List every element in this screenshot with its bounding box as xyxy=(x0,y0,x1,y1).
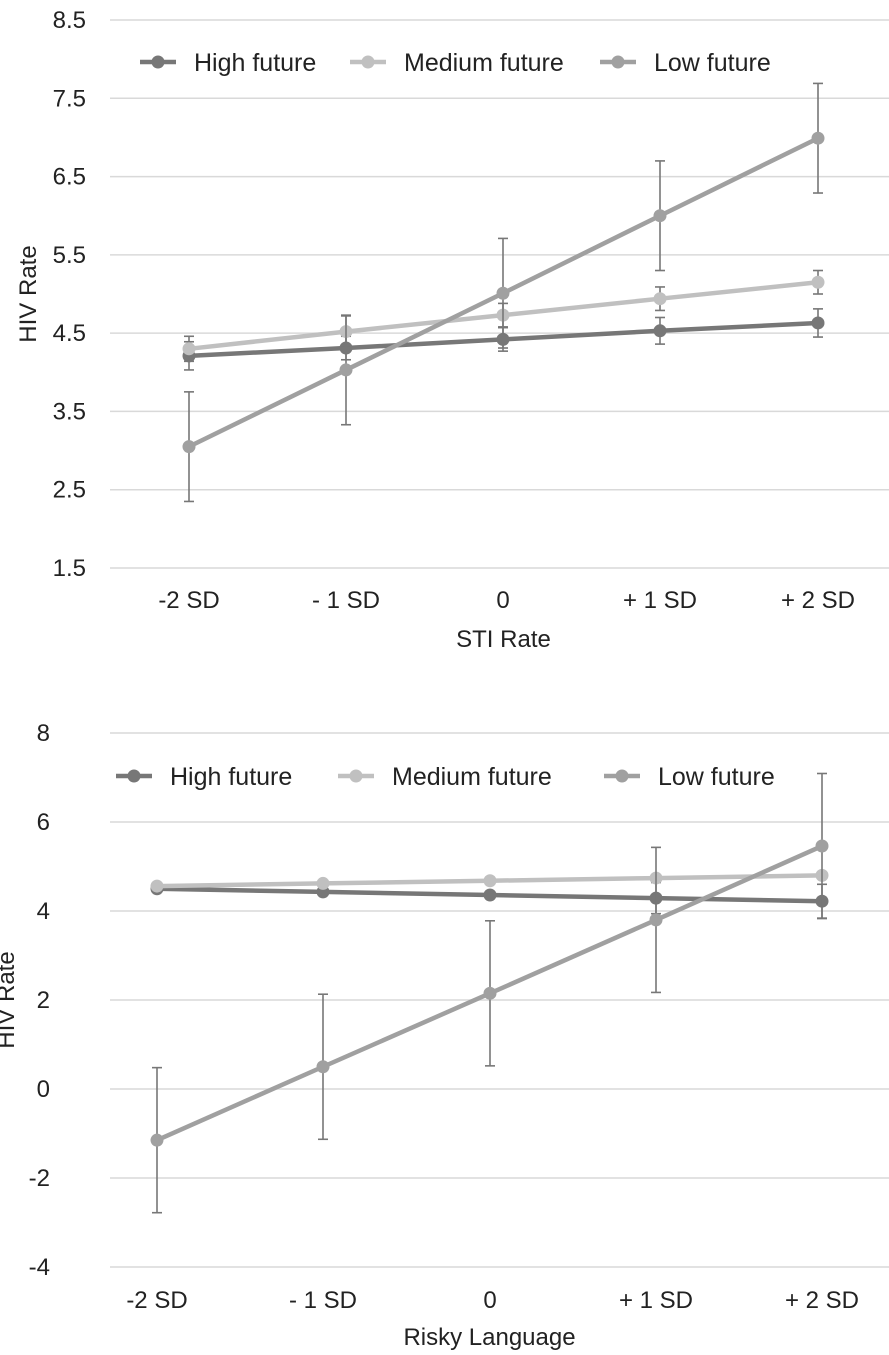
legend-swatch-marker xyxy=(361,55,375,69)
y-tick-label: 4 xyxy=(37,898,50,925)
data-point xyxy=(182,342,196,356)
legend-label: Low future xyxy=(654,49,771,77)
data-point xyxy=(653,324,667,338)
data-point xyxy=(182,440,196,454)
x-tick-label: 0 xyxy=(483,1287,496,1314)
legend-label: Medium future xyxy=(404,49,564,77)
data-point xyxy=(150,1133,164,1147)
data-point xyxy=(815,839,829,853)
data-point xyxy=(316,1060,330,1074)
legend-label: Low future xyxy=(658,763,775,791)
y-tick-label: 0 xyxy=(37,1076,50,1103)
data-point xyxy=(316,876,330,890)
legend-swatch-marker xyxy=(611,55,625,69)
data-point xyxy=(649,913,663,927)
data-point xyxy=(483,986,497,1000)
legend-swatch-marker xyxy=(151,55,165,69)
data-point xyxy=(483,888,497,902)
y-tick-label: 8.5 xyxy=(53,7,86,34)
y-tick-label: -2 xyxy=(29,1165,50,1192)
x-axis-label: STI Rate xyxy=(456,626,551,653)
y-tick-label: 6.5 xyxy=(53,164,86,191)
x-tick-label: -2 SD xyxy=(126,1287,187,1314)
y-tick-label: 6 xyxy=(37,809,50,836)
x-tick-label: + 2 SD xyxy=(781,587,855,614)
legend-swatch-marker xyxy=(127,769,141,783)
x-tick-label: + 1 SD xyxy=(619,1287,693,1314)
y-tick-label: 3.5 xyxy=(53,398,86,425)
y-tick-label: 5.5 xyxy=(53,242,86,269)
y-axis-label: HIV Rate xyxy=(15,245,42,342)
series-low-future xyxy=(182,82,825,503)
legend-label: High future xyxy=(194,49,316,77)
chart-2: 8 6 4 2 0 -2 -4 -2 SD - 1 SD 0 + 1 SD + 2 SD Risky L… xyxy=(0,720,889,1351)
y-tick-label: -4 xyxy=(29,1254,50,1281)
x-axis-label: Risky Language xyxy=(403,1324,575,1351)
y-tick-label: 4.5 xyxy=(53,320,86,347)
x-tick-label: 0 xyxy=(496,587,509,614)
y-tick-label: 2.5 xyxy=(53,477,86,504)
chart-1: 8.5 7.5 6.5 5.5 4.5 3.5 2.5 1.5 -2 SD - 1 SD 0 + 1 … xyxy=(15,7,889,653)
y-axis-label: HIV Rate xyxy=(0,951,20,1048)
y-tick-label: 2 xyxy=(37,987,50,1014)
x-tick-label: + 2 SD xyxy=(785,1287,859,1314)
legend-label: Medium future xyxy=(392,763,552,791)
legend-label: High future xyxy=(170,763,292,791)
series-medium-future xyxy=(150,868,829,893)
x-tick-label: - 1 SD xyxy=(289,1287,357,1314)
x-tick-label: -2 SD xyxy=(158,587,219,614)
data-point xyxy=(811,131,825,145)
data-point xyxy=(811,316,825,330)
y-tick-label: 1.5 xyxy=(53,555,86,582)
y-tick-label: 8 xyxy=(37,720,50,747)
data-point xyxy=(483,874,497,888)
data-point xyxy=(653,209,667,223)
data-point xyxy=(150,879,164,893)
legend-swatch-marker xyxy=(349,769,363,783)
data-point xyxy=(496,286,510,300)
data-point xyxy=(339,363,353,377)
legend-swatch-marker xyxy=(615,769,629,783)
series-low-future xyxy=(150,772,829,1214)
data-point xyxy=(811,275,825,289)
data-point xyxy=(653,292,667,306)
x-tick-label: - 1 SD xyxy=(312,587,380,614)
y-tick-label: 7.5 xyxy=(53,85,86,112)
x-tick-label: + 1 SD xyxy=(623,587,697,614)
